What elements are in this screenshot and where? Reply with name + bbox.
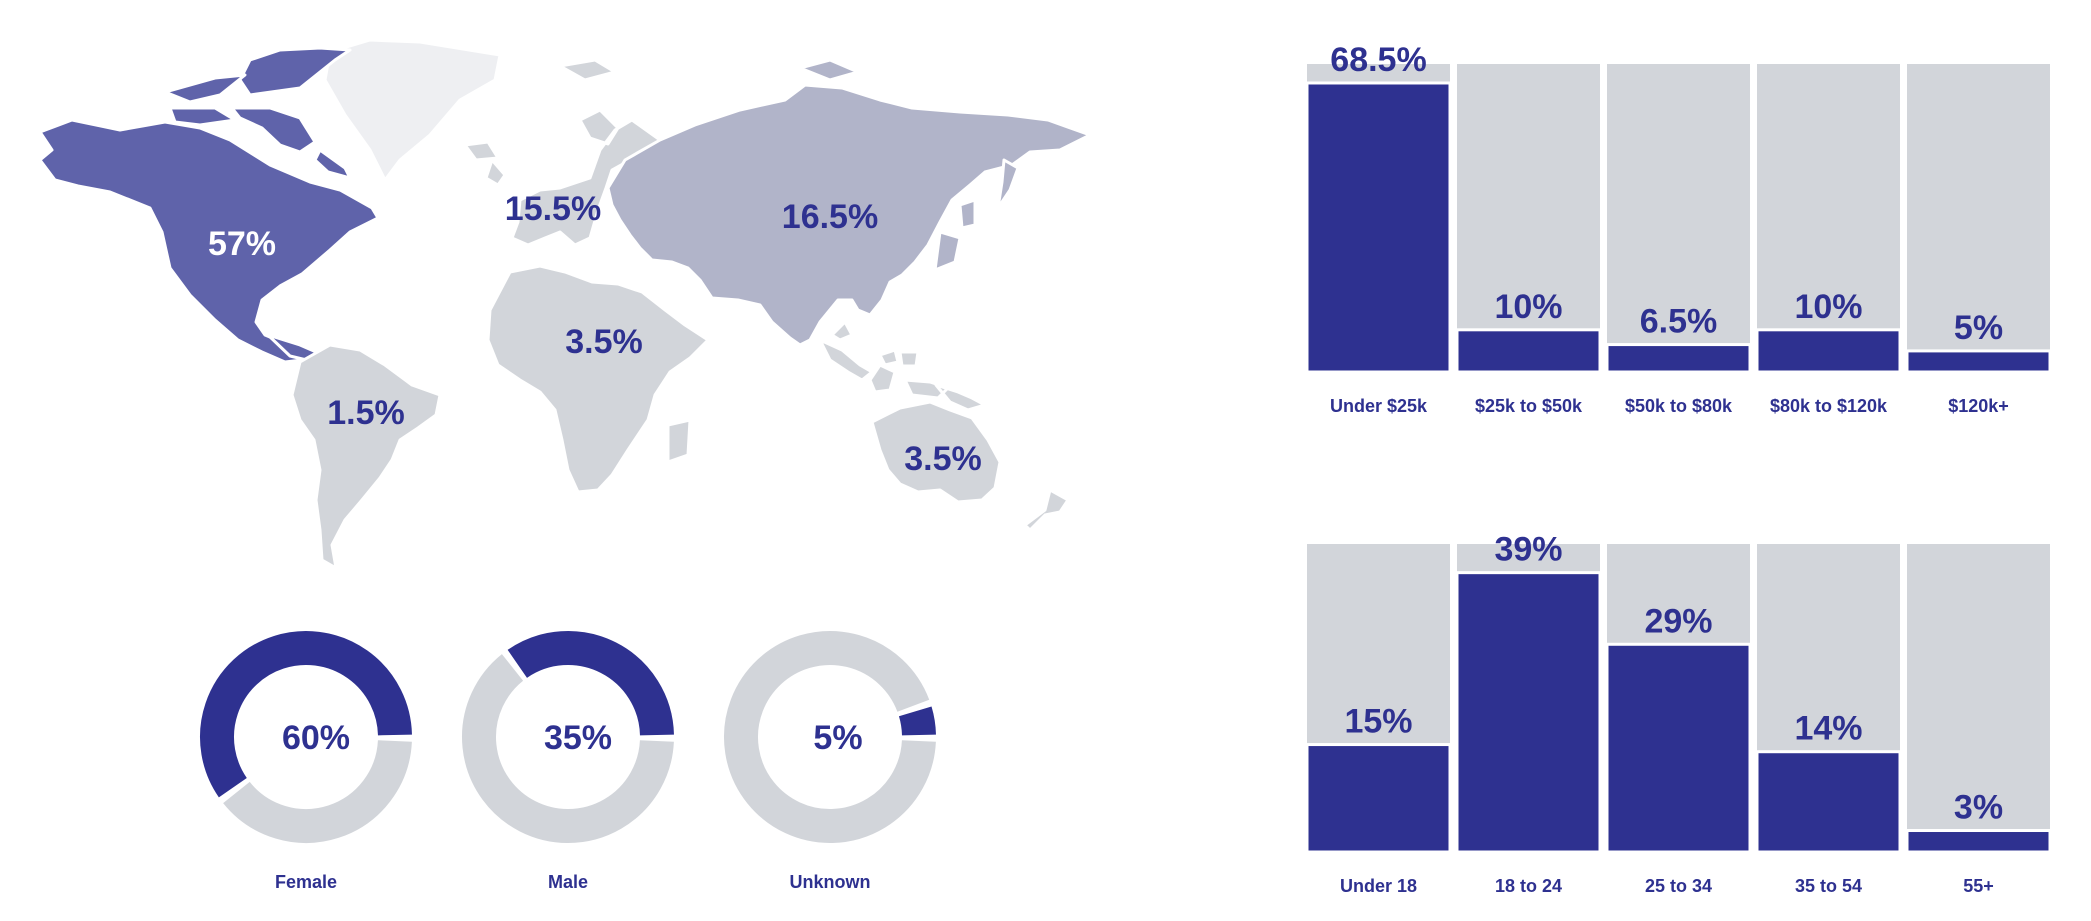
map-label-oceania: 3.5% [904,440,982,478]
bar-value-label: 3% [1954,789,2003,827]
bar-value-label: 10% [1794,288,1862,326]
category-label: 35 to 54 [1795,876,1862,896]
bar-background [1907,544,2050,852]
map-label-asia: 16.5% [782,198,878,236]
south-america-shape [290,343,442,570]
bar-background [1607,64,1750,372]
bar-value-label: 14% [1794,710,1862,748]
bar [1755,328,1902,374]
bar [1605,642,1752,854]
australia-shape [870,400,1070,532]
bar [1905,349,2052,374]
bar-value-label: 39% [1494,531,1562,569]
donut-value-arc [507,631,674,736]
category-label: 55+ [1963,876,1994,896]
donut-value-arc [200,631,412,798]
bar [1455,328,1602,374]
category-label: Under 18 [1340,876,1417,896]
bar [1305,743,1452,854]
donut-track [223,739,412,843]
donut-value-male: 35% [544,719,612,757]
category-label: $80k to $120k [1770,396,1888,416]
bar [1305,81,1452,374]
donut-label-female: Female [275,872,337,892]
category-label: $120k+ [1948,396,2009,416]
donut-male: 35% Male [462,631,674,892]
donut-value-arc [898,706,936,736]
asia-shape [606,58,1092,347]
map-label-north-america: 57% [208,225,276,263]
europe-shape [463,58,662,247]
income-bar-chart: 68.5% Under $25k 10% $25k to $50k 6.5% $50k t… [1305,41,2052,416]
donut-track [724,631,936,843]
gender-donut-charts: 60% Female 35% Male 5% Unknown [200,631,936,892]
donut-value-female: 60% [282,719,350,757]
bar-background [1757,64,1900,372]
donut-track [462,654,674,843]
category-label: 25 to 34 [1645,876,1712,896]
bar [1605,343,1752,374]
bar-value-label: 29% [1644,602,1712,640]
donut-label-unknown: Unknown [790,872,871,892]
donut-value-unknown: 5% [813,719,862,757]
bar-value-label: 5% [1954,309,2003,347]
map-label-africa: 3.5% [565,323,643,361]
bar-value-label: 68.5% [1330,41,1426,79]
category-label: $25k to $50k [1475,396,1583,416]
se-asia-islands-shape [818,320,987,412]
bar [1905,829,2052,854]
world-map: 57% 15.5% 16.5% 3.5% 1.5% 3.5% [38,38,1092,570]
bar-value-label: 10% [1494,288,1562,326]
donut-unknown: 5% Unknown [724,631,936,892]
category-label: Under $25k [1330,396,1428,416]
map-label-europe: 15.5% [505,190,601,228]
arctic-islands-shape [163,46,352,180]
bar-value-label: 15% [1344,703,1412,741]
bar-background [1457,64,1600,372]
map-label-south-america: 1.5% [327,394,405,432]
africa-shape [486,264,710,494]
bar [1455,571,1602,854]
bar-background [1907,64,2050,372]
age-bar-chart: 15% Under 18 39% 18 to 24 29% 25 to 34 14% 35 t… [1305,531,2052,896]
donut-female: 60% Female [200,631,412,892]
japan-shape [933,158,1020,272]
bar-value-label: 6.5% [1640,303,1718,341]
greenland-shape [323,38,502,182]
category-label: 18 to 24 [1495,876,1562,896]
bar [1755,750,1902,854]
donut-label-male: Male [548,872,588,892]
category-label: $50k to $80k [1625,396,1733,416]
north-america-shape [38,118,380,364]
